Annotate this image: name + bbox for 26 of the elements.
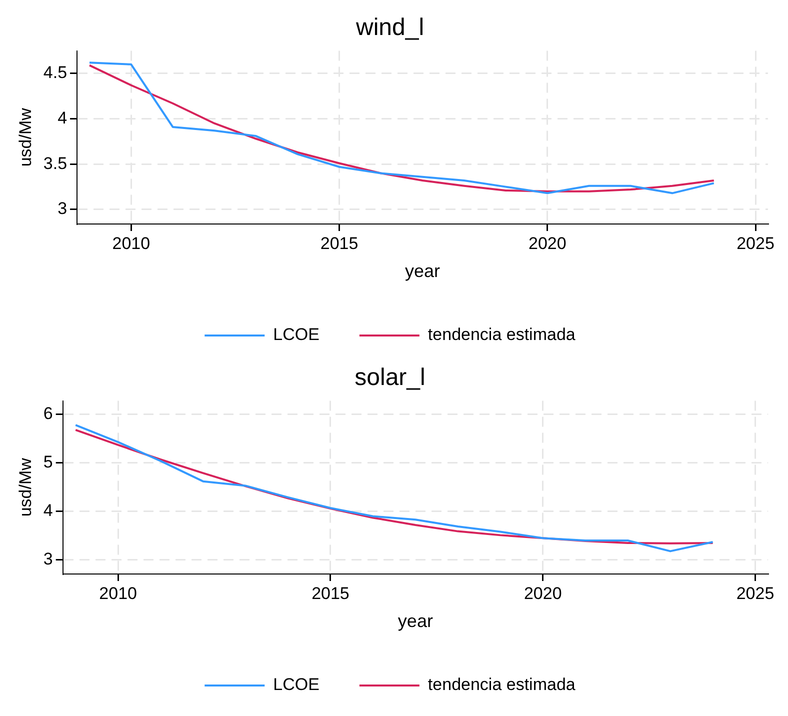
x-axis-title: year: [405, 261, 440, 282]
y-tick-label: 3: [43, 550, 53, 569]
x-axis-title: year: [398, 611, 433, 632]
chart-title: wind_l: [354, 14, 424, 42]
legend-label: LCOE: [273, 325, 320, 344]
x-tick-label: 2010: [112, 234, 150, 253]
y-tick-label: 5: [43, 452, 53, 472]
y-tick-label: 6: [43, 404, 53, 424]
y-tick-label: 4.5: [43, 63, 68, 82]
x-tick-label: 2015: [320, 234, 358, 253]
y-axis-title: usd/Mw: [16, 107, 35, 167]
x-tick-label: 2025: [736, 584, 774, 603]
x-tick-label: 2020: [528, 234, 566, 253]
legend-label: tendencia estimada: [428, 675, 576, 694]
x-tick-label: 2020: [524, 584, 562, 603]
y-tick-label: 4: [58, 108, 68, 128]
y-tick-label: 3: [58, 199, 68, 218]
y-tick-label: 4: [43, 501, 53, 520]
x-tick-label: 2025: [736, 234, 774, 253]
x-tick-label: 2015: [312, 584, 350, 603]
x-tick-label: 2010: [99, 584, 137, 603]
y-tick-label: 3.5: [43, 154, 68, 173]
y-axis-title: usd/Mw: [16, 457, 35, 517]
chart-title: solar_l: [354, 364, 426, 392]
legend-label: LCOE: [273, 675, 320, 694]
legend-label: tendencia estimada: [428, 325, 576, 344]
